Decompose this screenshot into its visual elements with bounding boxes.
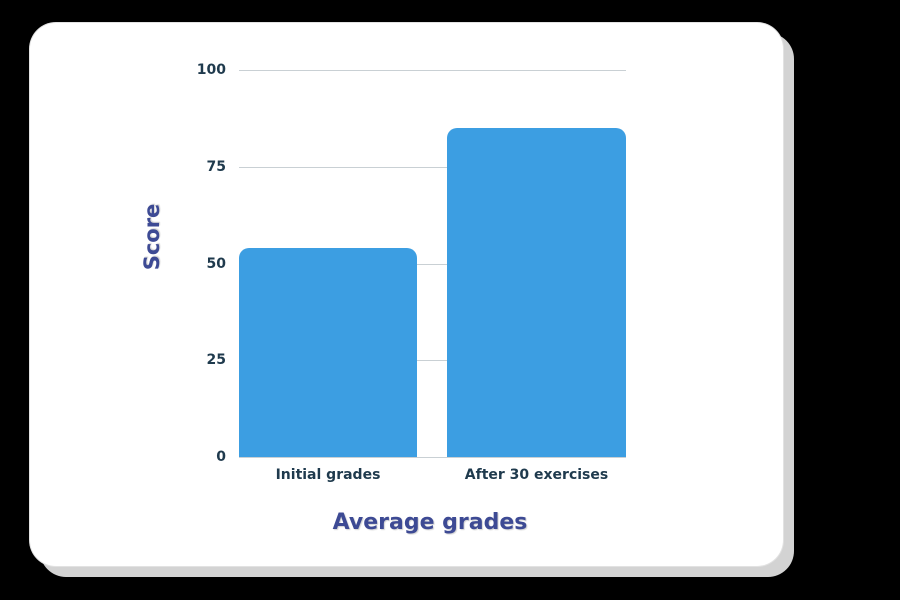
x-label-initial-grades: Initial grades <box>275 467 381 483</box>
y-tick-50: 50 <box>206 256 226 272</box>
bar-initial-grades[interactable] <box>239 248 417 457</box>
gridline-75 <box>239 167 626 168</box>
bar-after-30-exercises[interactable] <box>447 128 626 457</box>
x-axis-title: Average grades <box>332 510 528 535</box>
gridline-25 <box>239 360 626 361</box>
x-axis-baseline <box>239 457 626 458</box>
y-tick-75: 75 <box>206 159 226 175</box>
x-label-after-30-exercises: After 30 exercises <box>464 467 609 483</box>
gridline-100 <box>239 70 626 71</box>
y-tick-100: 100 <box>196 62 226 78</box>
y-axis-title: Score <box>140 203 164 271</box>
y-tick-25: 25 <box>206 352 226 368</box>
y-tick-0: 0 <box>216 449 226 465</box>
gridline-50 <box>239 264 626 265</box>
